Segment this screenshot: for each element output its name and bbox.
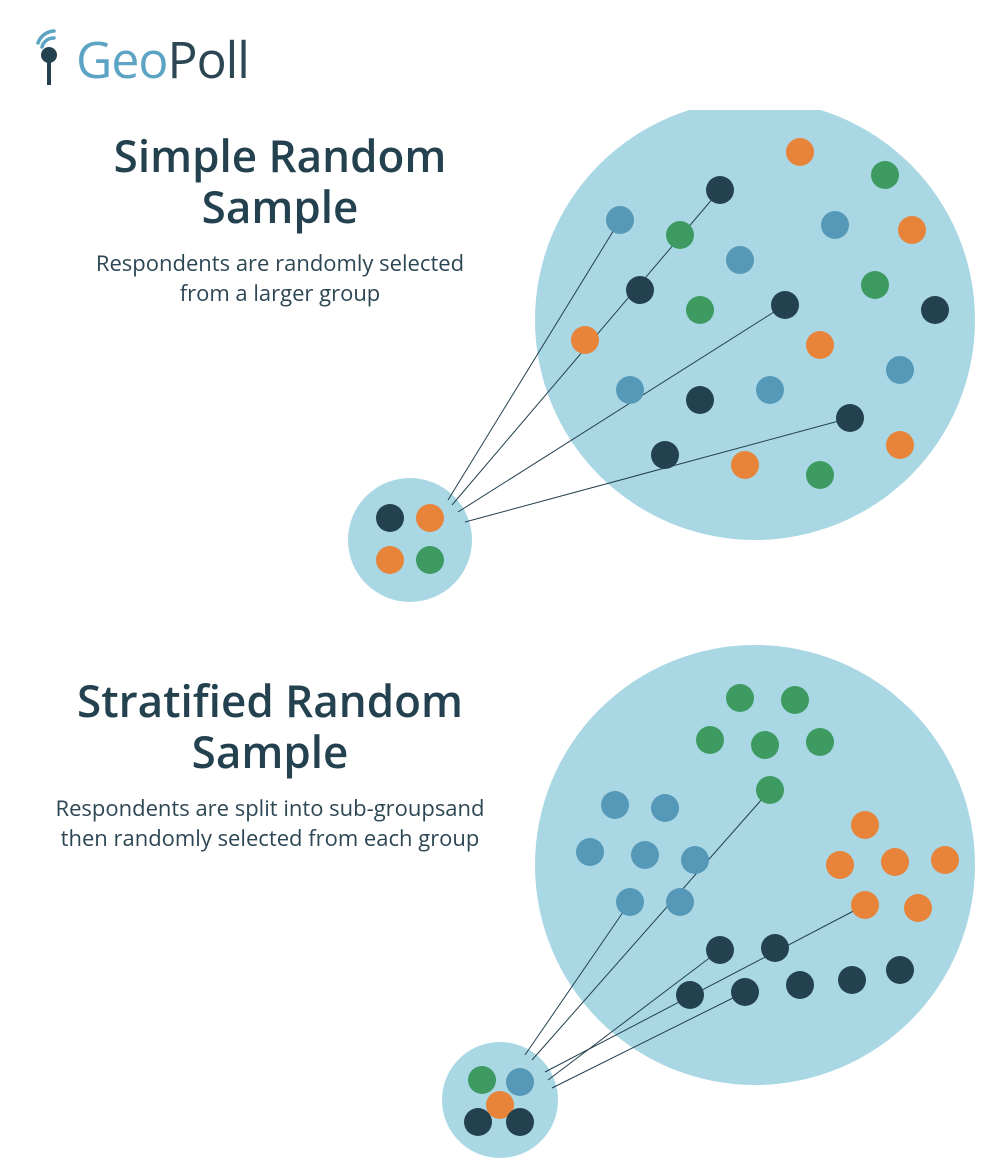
stratified-random-diagram	[0, 640, 1000, 1170]
simple-random-diagram	[0, 110, 1000, 630]
logo-poll: Poll	[168, 25, 249, 93]
logo: GeoPoll	[30, 25, 249, 93]
logo-mark-icon	[30, 29, 74, 89]
simple-random-section: Simple Random Sample Respondents are ran…	[0, 110, 1000, 620]
logo-geo: Geo	[76, 25, 168, 93]
logo-text: GeoPoll	[76, 25, 249, 93]
stratified-random-section: Stratified Random Sample Respondents are…	[0, 640, 1000, 1160]
